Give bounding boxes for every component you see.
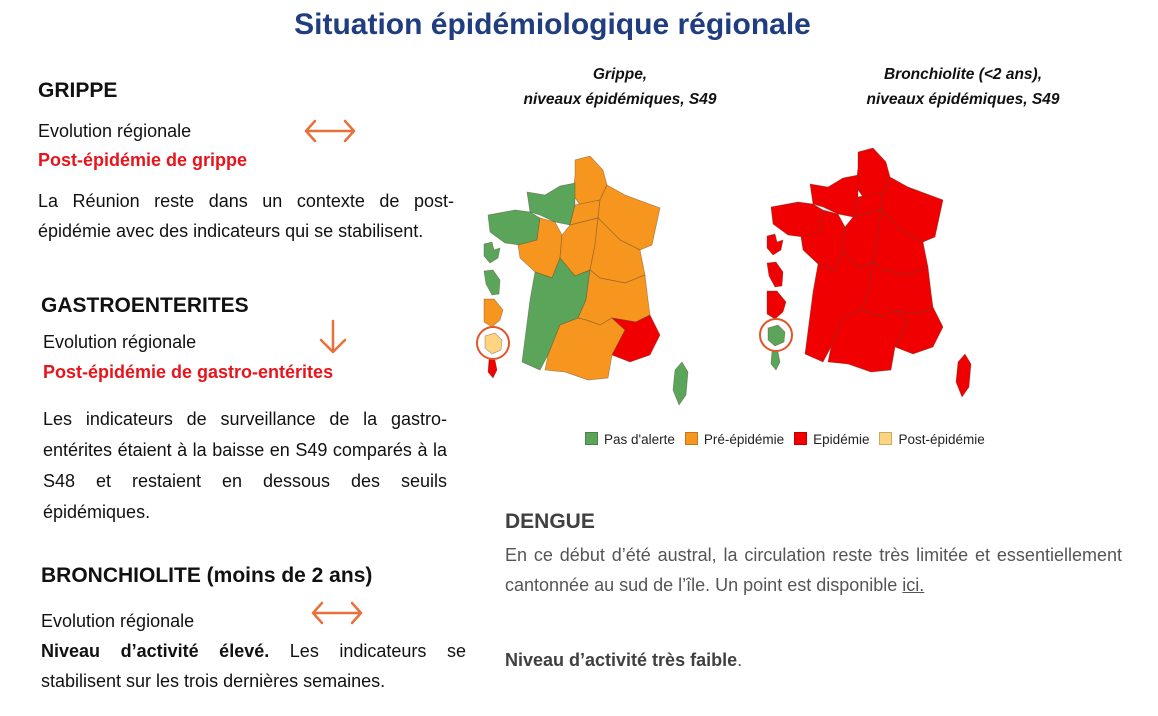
- region-martinique: [483, 269, 501, 296]
- map-legend: Pas d'alerte Pré-épidémie Epidémie Post-épi…: [585, 432, 985, 447]
- gastro-heading: GASTROENTERITES: [41, 294, 249, 317]
- region-reunion: [767, 324, 786, 347]
- grippe-heading: GRIPPE: [38, 79, 118, 102]
- bronchiolite-text: Niveau d’activité élevé. Les indicateurs…: [41, 636, 466, 696]
- gastro-evolution-label: Evolution régionale: [43, 332, 197, 352]
- region-martinique: [766, 261, 784, 288]
- map-title-line: niveaux épidémiques, S49: [866, 91, 1060, 108]
- map-bronchiolite: [759, 147, 972, 398]
- dengue-level-bold: Niveau d’activité très faible: [505, 650, 738, 670]
- map-title-bronchiolite: Bronchiolite (<2 ans), niveaux épidémiqu…: [813, 62, 1113, 112]
- reunion-highlight-circle: [759, 318, 793, 352]
- region-corse: [955, 353, 972, 398]
- gastro-text: Les indicateurs de surveillance de la ga…: [43, 409, 447, 522]
- map-title-line: niveaux épidémiques, S49: [523, 91, 717, 108]
- legend-label: Epidémie: [813, 432, 870, 447]
- grippe-evolution-label: Evolution régionale: [38, 121, 192, 141]
- bronchiolite-status: Niveau d’activité élevé.: [41, 641, 270, 661]
- legend-item: Pas d'alerte: [585, 432, 675, 447]
- down-arrow-icon: [319, 319, 347, 354]
- region-guadeloupe: [483, 241, 501, 264]
- legend-label: Post-épidémie: [898, 432, 985, 447]
- map-grippe: [476, 155, 689, 406]
- map-title-line: Grippe,: [592, 66, 648, 83]
- dengue-level-end: .: [737, 650, 743, 670]
- legend-item: Epidémie: [794, 432, 869, 447]
- dengue-level: Niveau d’activité très faible.: [505, 650, 742, 671]
- legend-swatch: [585, 432, 598, 445]
- region-mayotte: [487, 358, 498, 379]
- legend-swatch: [684, 432, 698, 445]
- region-guyane: [766, 290, 787, 320]
- left-right-arrow-icon: [311, 601, 363, 625]
- region-corse: [672, 361, 689, 406]
- bronchiolite-evolution-label: Evolution régionale: [41, 611, 195, 631]
- page-title: Situation épidémiologique régionale: [294, 8, 811, 41]
- left-right-arrow-icon: [304, 119, 356, 143]
- region-mayotte: [770, 350, 781, 371]
- dengue-link[interactable]: ici.: [902, 575, 925, 595]
- dengue-description: En ce début d’été austral, la circulatio…: [505, 545, 1122, 595]
- bronchiolite-heading: BRONCHIOLITE (moins de 2 ans): [41, 564, 373, 587]
- reunion-highlight-circle: [476, 326, 510, 360]
- bronchiolite-description: Les indicateurs se stabilisent sur les t…: [41, 641, 466, 691]
- dengue-heading: DENGUE: [505, 510, 595, 533]
- region-reunion: [484, 332, 503, 355]
- legend-swatch: [879, 432, 893, 445]
- legend-item: Pré-épidémie: [684, 432, 785, 447]
- legend-item: Post-épidémie: [879, 432, 985, 447]
- map-title-line: Bronchiolite (<2 ans),: [883, 66, 1043, 83]
- legend-swatch: [794, 432, 808, 445]
- dengue-text: En ce début d’été austral, la circulatio…: [505, 540, 1122, 600]
- map-title-grippe: Grippe, niveaux épidémiques, S49: [470, 62, 770, 112]
- region-bretagne: [770, 201, 824, 238]
- legend-label: Pré-épidémie: [703, 432, 785, 447]
- region-bretagne: [487, 209, 541, 246]
- region-guadeloupe: [766, 233, 784, 256]
- region-guyane: [483, 298, 504, 328]
- region-paca: [610, 314, 661, 363]
- gastro-status: Post-épidémie de gastro-entérites: [43, 362, 334, 382]
- grippe-text: La Réunion reste dans un contexte de pos…: [38, 191, 454, 241]
- grippe-status: Post-épidémie de grippe: [38, 150, 248, 170]
- maps: [476, 147, 972, 406]
- legend-label: Pas d'alerte: [604, 432, 675, 447]
- region-paca: [893, 306, 944, 355]
